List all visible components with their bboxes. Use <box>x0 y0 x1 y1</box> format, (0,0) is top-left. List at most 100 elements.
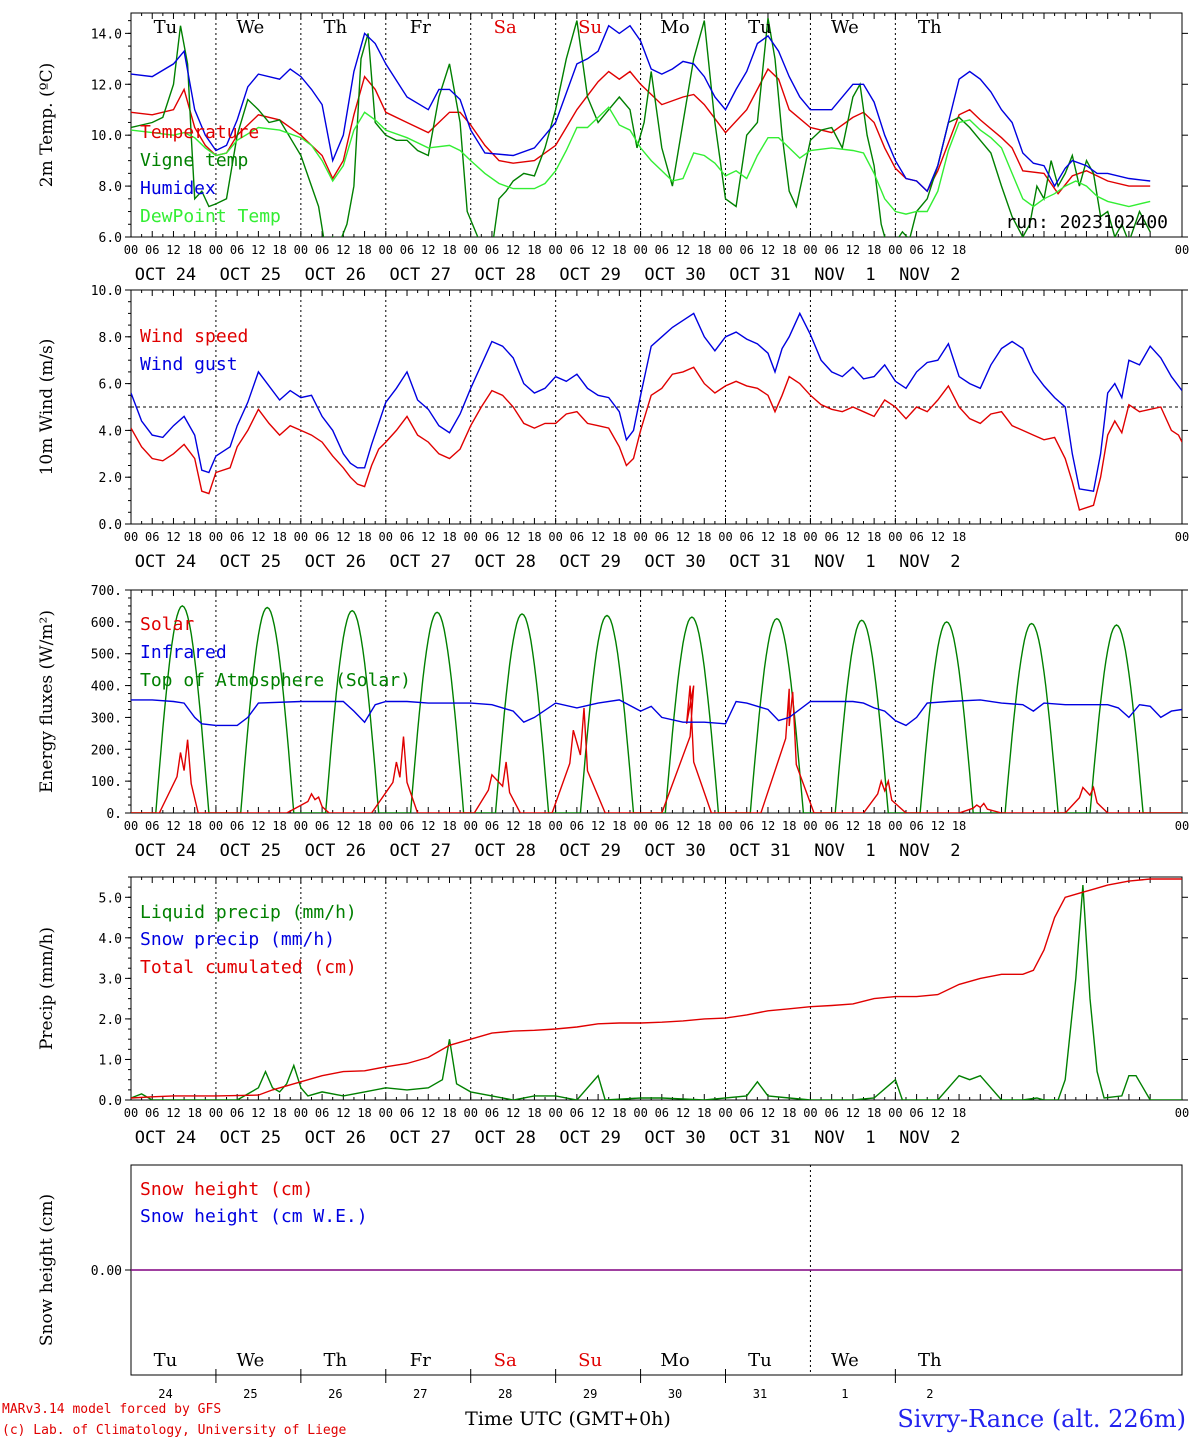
series-line-0 <box>131 885 1182 1100</box>
hour-tick-label: 18 <box>697 530 711 544</box>
weekday-label: Mo <box>660 1350 689 1371</box>
hour-tick-label: 12 <box>336 243 350 257</box>
hour-tick-label: 12 <box>336 1106 350 1120</box>
hour-tick-label: 00 <box>379 243 393 257</box>
weekday-label: Th <box>324 1350 348 1371</box>
hour-tick-label: 18 <box>527 530 541 544</box>
date-label: OCT 27 <box>390 552 451 572</box>
hour-tick-label: 12 <box>506 1106 520 1120</box>
hour-tick-label: 12 <box>251 819 265 833</box>
hour-tick-label: 18 <box>782 819 796 833</box>
hour-tick-label: 00 <box>463 530 477 544</box>
hour-tick-label: 12 <box>421 1106 435 1120</box>
weekday-label: Su <box>578 1350 602 1371</box>
weekday-label: Th <box>918 17 942 38</box>
hour-tick-label: 18 <box>442 530 456 544</box>
y-tick-label: 10.0 <box>91 284 122 299</box>
hour-tick-label: 18 <box>867 243 881 257</box>
hour-tick-label: 06 <box>315 530 329 544</box>
day-number-label: 27 <box>413 1387 427 1401</box>
day-number-label: 30 <box>668 1387 682 1401</box>
hour-tick-label: 06 <box>909 243 923 257</box>
date-label: OCT 30 <box>644 552 705 572</box>
date-label: OCT 24 <box>135 841 196 861</box>
weekday-label: Th <box>324 17 348 38</box>
hour-tick-label: 00 <box>294 243 308 257</box>
hour-tick-label: 18 <box>442 243 456 257</box>
date-label: OCT 31 <box>729 265 790 285</box>
y-tick-label: 6.0 <box>99 378 122 393</box>
panel-4: Precip (mm/h) 0.0 1.0 2.0 3.0 4.0 5.0 00 06 12 18 0… <box>37 876 1189 1148</box>
day-number-label: 2 <box>926 1387 933 1401</box>
hour-tick-label: 00 <box>124 1106 138 1120</box>
y-tick-label: 5.0 <box>99 891 122 906</box>
y-tick-label: 100. <box>91 775 122 790</box>
hour-tick-label: 12 <box>676 1106 690 1120</box>
legend-entry: Wind speed <box>140 326 248 347</box>
hour-tick-label: 12 <box>761 530 775 544</box>
legend-entry: Liquid precip (mm/h) <box>140 902 357 923</box>
legend-entry: Snow height (cm W.E.) <box>140 1206 368 1227</box>
hour-tick-label: 18 <box>612 530 626 544</box>
date-label: OCT 24 <box>135 265 196 285</box>
legend-entry: Wind gust <box>140 354 238 375</box>
weekday-label: Fr <box>410 1350 431 1371</box>
hour-tick-label: 00 <box>718 819 732 833</box>
y-tick-label: 14.0 <box>91 27 122 42</box>
hour-tick-label: 00 <box>463 1106 477 1120</box>
hour-tick-label: 00 <box>803 530 817 544</box>
hour-tick-label: 12 <box>846 243 860 257</box>
hour-tick-label: 06 <box>740 243 754 257</box>
weekday-label: We <box>831 1350 859 1371</box>
hour-tick-label: 00 <box>379 530 393 544</box>
y-tick-label: 400. <box>91 680 122 695</box>
date-label: OCT 29 <box>559 265 620 285</box>
hour-tick-label: 06 <box>315 1106 329 1120</box>
hour-tick-label: 12 <box>591 1106 605 1120</box>
panel-2: 10m Wind (m/s) 0.0 2.0 4.0 6.0 8.0 10.0 00 06 12 1… <box>37 284 1189 572</box>
hour-tick-label: 12 <box>506 243 520 257</box>
series-line-0 <box>131 366 1182 511</box>
hour-tick-label: 06 <box>315 819 329 833</box>
hour-tick-label: 06 <box>824 819 838 833</box>
date-label: OCT 26 <box>305 265 366 285</box>
hour-tick-label: 00 <box>463 243 477 257</box>
hour-tick-label: 12 <box>846 1106 860 1120</box>
date-label: NOV 2 <box>899 1128 960 1148</box>
series-line-1 <box>131 311 1182 493</box>
y-tick-label: 0.0 <box>99 518 122 533</box>
hour-tick-label: 06 <box>145 243 159 257</box>
hour-tick-label: 12 <box>166 530 180 544</box>
hour-tick-label: 00 <box>633 819 647 833</box>
weekday-label: We <box>831 17 859 38</box>
date-label: NOV 1 <box>814 841 875 861</box>
date-label: OCT 29 <box>559 841 620 861</box>
hour-tick-label: 18 <box>952 1106 966 1120</box>
hour-tick-label: 12 <box>931 530 945 544</box>
date-label: OCT 25 <box>220 841 281 861</box>
hour-tick-label: 18 <box>272 530 286 544</box>
series-line-0 <box>131 67 1151 195</box>
date-label: OCT 25 <box>220 552 281 572</box>
hour-tick-label: 00 <box>124 530 138 544</box>
panel-1: 2m Temp. (ºC) 6.0 8.0 10.0 12.0 14.0 00 06 12 18 0… <box>37 12 1189 285</box>
hour-tick-label: 12 <box>251 243 265 257</box>
weekday-label: Tu <box>748 17 772 38</box>
run-label: run: 2023102400 <box>1005 212 1168 233</box>
hour-tick-label: 12 <box>336 530 350 544</box>
y-tick-label: 12.0 <box>91 78 122 93</box>
hour-tick-label: 18 <box>272 243 286 257</box>
hour-tick-label: 18 <box>697 819 711 833</box>
panel-frame <box>130 12 1183 238</box>
hour-tick-label: 00 <box>803 243 817 257</box>
date-label: NOV 2 <box>899 552 960 572</box>
hour-tick-label: 12 <box>761 1106 775 1120</box>
day-number-label: 25 <box>243 1387 257 1401</box>
hour-tick-label: 00 <box>124 819 138 833</box>
hour-tick-label: 00 <box>548 530 562 544</box>
legend-entry: DewPoint Temp <box>140 206 281 227</box>
hour-tick-label: 12 <box>166 819 180 833</box>
weekday-label: Sa <box>494 1350 517 1371</box>
date-label: NOV 1 <box>814 552 875 572</box>
hour-tick-label: 00 <box>379 1106 393 1120</box>
